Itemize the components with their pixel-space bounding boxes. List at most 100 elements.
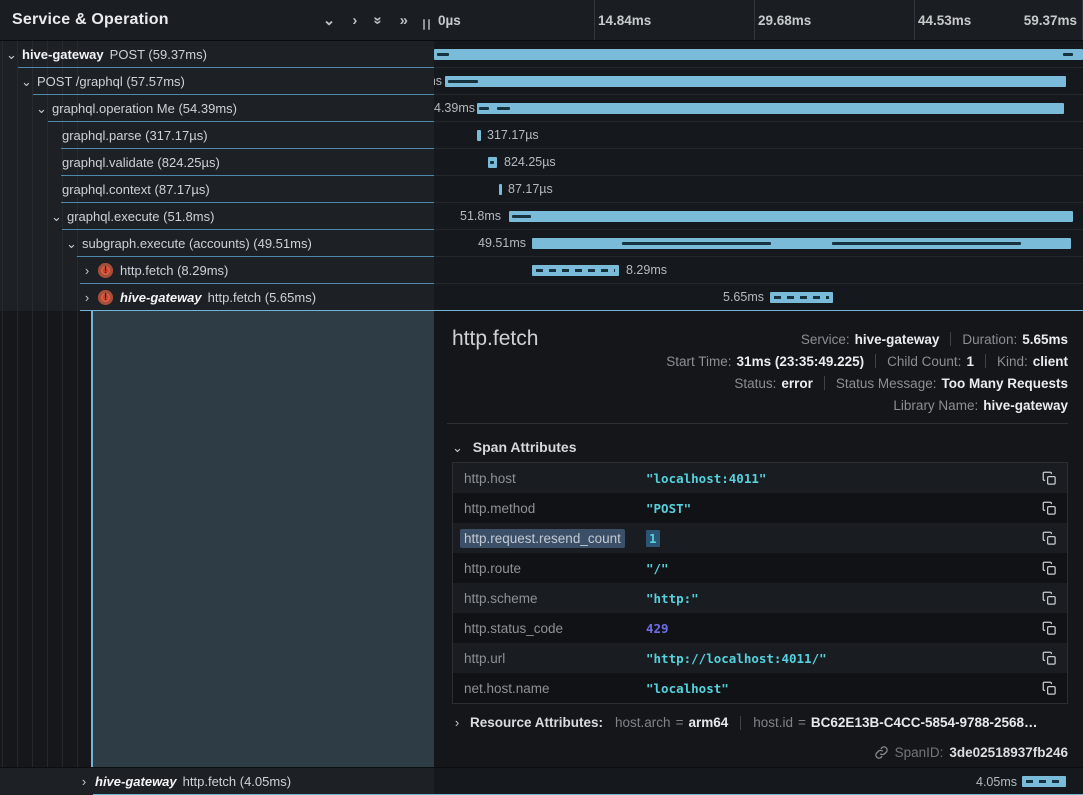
tick-label: 59.37ms <box>1023 13 1077 28</box>
attribute-row[interactable]: http.url "http://localhost:4011/" <box>453 643 1067 673</box>
tree-header: Service & Operation ⌄ › » » <box>0 0 434 41</box>
span-attributes-toggle[interactable]: ⌄ Span Attributes <box>452 439 577 456</box>
span-name: http.fetch (5.65ms) <box>207 290 317 305</box>
attribute-key: http.host <box>464 470 516 486</box>
span-meta: Service: hive-gateway Duration: 5.65ms Sta… <box>666 328 1068 416</box>
meta-label: Service: <box>800 331 850 347</box>
span-bar-row[interactable] <box>434 41 1083 68</box>
span-bar-row[interactable]: 87.17µs <box>434 176 1083 203</box>
attribute-row-selected[interactable]: http.request.resend_count 1 <box>453 523 1067 553</box>
span-bar-row[interactable]: 51.8ms <box>434 203 1083 230</box>
span-bar-row[interactable]: 49.51ms <box>434 230 1083 257</box>
tree-row[interactable]: graphql.parse (317.17µs) <box>0 122 434 149</box>
duration-label: 49.51ms <box>478 236 526 250</box>
copy-icon[interactable] <box>1042 500 1058 516</box>
chevron-down-icon[interactable]: ⌄ <box>6 46 17 62</box>
duration-label: 8.29ms <box>626 263 667 277</box>
tree-row[interactable]: ⌄ subgraph.execute (accounts) (49.51ms) <box>0 230 434 257</box>
span-bar-row[interactable]: 57.57ms <box>394 68 1083 95</box>
attribute-row[interactable]: net.host.name "localhost" <box>453 673 1067 703</box>
copy-icon[interactable] <box>1042 590 1058 606</box>
expand-one-icon[interactable]: › <box>352 11 358 29</box>
attribute-key: http.request.resend_count <box>460 528 625 548</box>
span-name: graphql.operation Me (54.39ms) <box>52 101 237 116</box>
span-bar-row-selected[interactable]: 5.65ms <box>434 284 1083 311</box>
tree-row[interactable]: ⌄ POST /graphql (57.57ms) <box>0 68 434 95</box>
span-attributes-title: Span Attributes <box>472 439 577 455</box>
duration-label: 5.65ms <box>723 290 764 304</box>
attribute-row[interactable]: http.host "localhost:4011" <box>453 463 1067 493</box>
pane-resize-handle[interactable] <box>422 19 432 32</box>
attributes-table: http.host "localhost:4011" http.method "… <box>452 462 1068 704</box>
chevron-down-icon[interactable]: ⌄ <box>66 235 77 251</box>
meta-label: Start Time: <box>666 353 732 369</box>
duration-label: 4.05ms <box>976 775 1017 789</box>
copy-icon[interactable] <box>1042 560 1058 576</box>
collapse-one-icon[interactable]: ⌄ <box>322 11 336 29</box>
tree-row[interactable]: › hive-gateway http.fetch (4.05ms) <box>0 767 434 795</box>
span-name: POST /graphql (57.57ms) <box>37 74 185 89</box>
span-name: graphql.context (87.17µs) <box>62 182 210 197</box>
attribute-value: 429 <box>646 620 669 636</box>
timeline-pane: 0µs 14.84ms 29.68ms 44.53ms 59.37ms 57.5… <box>394 0 1083 795</box>
span-bar[interactable] <box>770 292 833 303</box>
attribute-row[interactable]: http.status_code 429 <box>453 613 1067 643</box>
copy-icon[interactable] <box>1042 680 1058 696</box>
attribute-value: "localhost:4011" <box>646 470 767 486</box>
span-bar-row[interactable]: 54.39ms <box>427 95 1083 122</box>
attribute-key: http.method <box>464 500 536 516</box>
span-bar[interactable] <box>1022 776 1066 787</box>
attribute-row[interactable]: http.method "POST" <box>453 493 1067 523</box>
span-bar[interactable] <box>434 49 1083 60</box>
span-bar-row[interactable]: 317.17µs <box>434 122 1083 149</box>
tick-label: 14.84ms <box>598 13 652 28</box>
attribute-key: http.status_code <box>464 620 564 636</box>
resource-attributes-row[interactable]: › Resource Attributes: host.arch = arm64… <box>452 715 1068 730</box>
resource-attributes-title: Resource Attributes: <box>470 715 604 730</box>
span-bar[interactable] <box>499 184 502 195</box>
chevron-down-icon[interactable]: ⌄ <box>51 208 62 224</box>
service-name: hive-gateway <box>95 774 177 789</box>
link-icon[interactable] <box>874 745 889 760</box>
span-bar[interactable] <box>445 76 1066 87</box>
tree-row[interactable]: ⌄ graphql.execute (51.8ms) <box>0 203 434 230</box>
tree-row[interactable]: graphql.context (87.17µs) <box>0 176 434 203</box>
span-id-value: 3de02518937fb246 <box>949 745 1068 760</box>
attribute-row[interactable]: http.route "/" <box>453 553 1067 583</box>
resource-value: arm64 <box>688 715 729 730</box>
tree-row[interactable]: › ! http.fetch (8.29ms) <box>0 257 434 284</box>
attribute-value: "/" <box>646 560 669 576</box>
service-name: hive-gateway <box>120 290 202 305</box>
span-name: POST (59.37ms) <box>109 47 207 62</box>
meta-value: hive-gateway <box>983 397 1068 413</box>
span-bar[interactable] <box>477 130 481 141</box>
tree-row[interactable]: ⌄ hive-gateway POST (59.37ms) <box>0 41 434 68</box>
tree-row[interactable]: graphql.validate (824.25µs) <box>0 149 434 176</box>
chevron-right-icon[interactable]: › <box>84 290 90 305</box>
chevron-down-icon[interactable]: ⌄ <box>36 100 47 116</box>
copy-icon[interactable] <box>1042 620 1058 636</box>
copy-icon[interactable] <box>1042 650 1058 666</box>
service-name: hive-gateway <box>22 47 104 62</box>
span-bar-row[interactable]: 4.05ms <box>434 767 1083 795</box>
span-bar[interactable] <box>532 265 619 276</box>
copy-icon[interactable] <box>1042 530 1058 546</box>
span-bar[interactable] <box>477 103 1064 114</box>
expand-all-icon[interactable]: » <box>399 11 408 29</box>
span-bar-row[interactable]: 8.29ms <box>434 257 1083 284</box>
span-bar-row[interactable]: 824.25µs <box>434 149 1083 176</box>
tree-row-selected[interactable]: › ! hive-gateway http.fetch (5.65ms) <box>0 284 434 311</box>
chevron-right-icon[interactable]: › <box>84 263 90 278</box>
collapse-all-icon[interactable]: » <box>369 15 387 25</box>
attribute-row[interactable]: http.scheme "http:" <box>453 583 1067 613</box>
span-name: subgraph.execute (accounts) (49.51ms) <box>82 236 312 251</box>
chevron-right-icon[interactable]: › <box>81 774 87 789</box>
span-bar[interactable] <box>488 157 497 168</box>
chevron-down-icon[interactable]: ⌄ <box>21 73 32 89</box>
span-bar[interactable] <box>509 211 1073 222</box>
span-name: graphql.parse (317.17µs) <box>62 128 208 143</box>
meta-value: error <box>781 375 813 391</box>
span-bar[interactable] <box>532 238 1071 249</box>
tree-row[interactable]: ⌄ graphql.operation Me (54.39ms) <box>0 95 434 122</box>
copy-icon[interactable] <box>1042 470 1058 486</box>
